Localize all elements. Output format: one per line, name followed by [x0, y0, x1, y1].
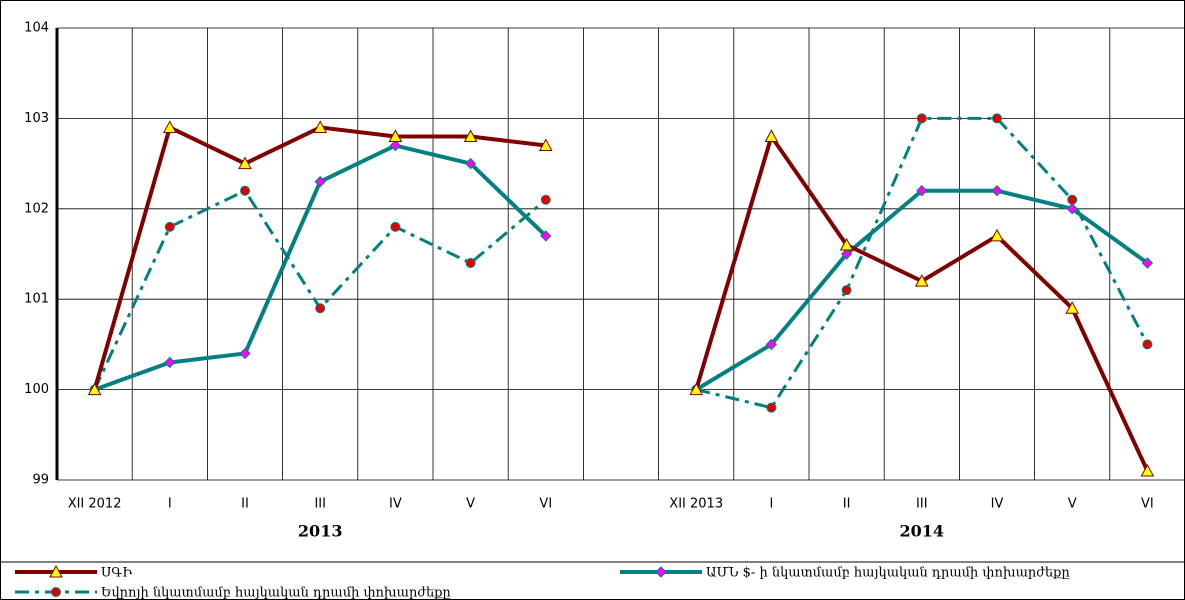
x-tick-label: II — [843, 497, 851, 512]
marker — [164, 221, 175, 232]
marker — [463, 129, 478, 142]
marker — [1142, 339, 1153, 350]
marker — [1140, 463, 1155, 477]
marker — [990, 228, 1004, 242]
marker — [240, 185, 250, 196]
x-tick-label: IV — [991, 497, 1004, 512]
legend-label: Եվրոյի նկատմամբ հայկական դրամի փոխարժեքը — [101, 586, 451, 600]
marker — [540, 230, 552, 242]
marker — [841, 285, 852, 296]
marker — [540, 194, 551, 205]
marker — [238, 156, 252, 170]
x-tick-label: III — [916, 497, 928, 512]
marker — [916, 113, 927, 124]
marker — [914, 274, 929, 287]
marker — [992, 113, 1002, 124]
marker — [839, 237, 854, 251]
marker — [313, 120, 328, 133]
marker — [389, 139, 402, 152]
marker — [464, 157, 477, 170]
x-tick-label: XII 2012 — [68, 497, 122, 512]
x-tick-label: I — [168, 497, 172, 512]
marker — [388, 129, 403, 142]
marker — [1065, 301, 1080, 314]
marker — [390, 221, 401, 232]
marker — [314, 175, 326, 188]
x-tick-label: V — [1068, 497, 1077, 512]
x-tick-label: IV — [389, 497, 402, 512]
y-tick-label: 100 — [24, 382, 49, 397]
marker — [916, 185, 928, 197]
y-tick-label: 103 — [24, 111, 49, 126]
marker — [689, 382, 704, 396]
y-tick-label: 101 — [24, 292, 49, 307]
marker — [162, 120, 177, 133]
marker — [764, 129, 779, 142]
marker — [87, 382, 102, 396]
y-tick-label: 104 — [24, 21, 49, 36]
legend-label: ԱՄՆ $- ի նկատմամբ հայկական դրամի փոխարժե… — [706, 566, 1070, 581]
year-label: 2014 — [900, 522, 945, 541]
marker — [239, 347, 251, 360]
x-tick-label: VI — [1141, 497, 1154, 512]
x-tick-label: XII 2013 — [669, 497, 723, 512]
series-line — [93, 189, 547, 391]
marker — [766, 402, 777, 413]
marker — [164, 356, 176, 369]
legend-label: ՍԳԻ — [101, 566, 132, 581]
x-tick-label: II — [241, 497, 249, 512]
marker — [840, 248, 853, 260]
x-tick-label: V — [466, 497, 475, 512]
marker — [765, 338, 778, 351]
marker — [315, 303, 326, 314]
y-tick-label: 102 — [24, 201, 49, 216]
year-label: 2013 — [298, 522, 343, 541]
series-line — [695, 188, 1149, 392]
marker — [465, 258, 476, 269]
marker — [655, 566, 667, 578]
x-tick-label: III — [314, 497, 326, 512]
x-tick-label: I — [769, 497, 773, 512]
marker — [1066, 203, 1078, 215]
marker — [538, 138, 553, 152]
y-tick-label: 99 — [32, 473, 49, 488]
marker — [49, 564, 63, 578]
marker — [1141, 257, 1154, 269]
x-tick-label: VI — [539, 497, 552, 512]
marker — [1067, 194, 1078, 205]
marker — [51, 587, 61, 597]
marker — [991, 185, 1003, 197]
